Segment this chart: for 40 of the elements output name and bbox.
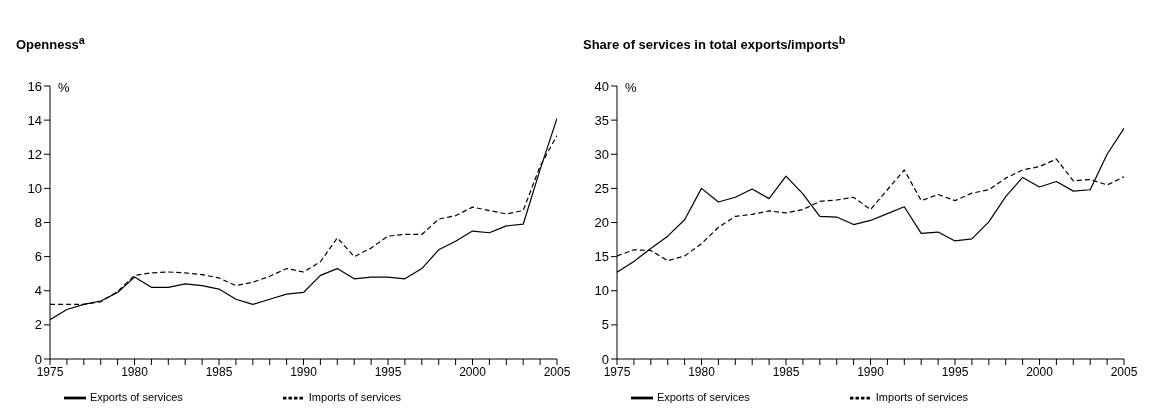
x-tick-label: 1980 (121, 364, 149, 379)
y-tick-label: 5 (601, 317, 609, 333)
x-tick-label: 2000 (1026, 364, 1054, 379)
y-tick-label: 12 (27, 146, 42, 162)
y-tick-label: 14 (27, 112, 42, 128)
y-tick-label: 0 (34, 351, 42, 367)
y-axis-title: % (58, 80, 70, 95)
y-tick-label: 15 (594, 249, 609, 265)
y-tick-label: 0 (601, 351, 609, 367)
y-tick-label: 35 (594, 112, 609, 128)
legend-label: Exports of services (656, 390, 750, 403)
chart-title: Share of services in total exports/imports$^{b}$ (582, 33, 847, 55)
legend-label: Imports of services (875, 390, 969, 403)
x-tick-label: 1985 (772, 364, 800, 379)
y-tick-label: 40 (594, 78, 609, 94)
y-tick-label: 10 (594, 283, 609, 299)
x-tick-label: 2005 (1110, 364, 1138, 379)
y-tick-label: 16 (27, 78, 42, 94)
y-tick-label: 6 (34, 249, 42, 265)
y-tick-label: 25 (594, 180, 609, 196)
y-tick-label: 10 (27, 180, 42, 196)
x-tick-label: 2000 (459, 364, 487, 379)
x-tick-label: 1980 (688, 364, 716, 379)
x-tick-label: 1995 (941, 364, 969, 379)
y-tick-label: 8 (34, 215, 42, 231)
x-tick-label: 1975 (36, 364, 64, 379)
legend-label: Exports of services (89, 390, 183, 403)
legend-label: Imports of services (308, 390, 402, 403)
x-tick-label: 1975 (603, 364, 631, 379)
y-tick-label: 30 (594, 146, 609, 162)
x-tick-label: 1995 (374, 364, 402, 379)
x-tick-label: 1990 (857, 364, 885, 379)
x-tick-label: 1990 (290, 364, 318, 379)
x-tick-label: 2005 (543, 364, 571, 379)
y-axis-title: % (625, 80, 637, 95)
y-tick-label: 20 (594, 215, 609, 231)
x-tick-label: 1985 (205, 364, 233, 379)
y-tick-label: 2 (34, 317, 42, 333)
y-tick-label: 4 (34, 283, 42, 299)
chart-title: Openness$^{a}$ (15, 33, 86, 55)
